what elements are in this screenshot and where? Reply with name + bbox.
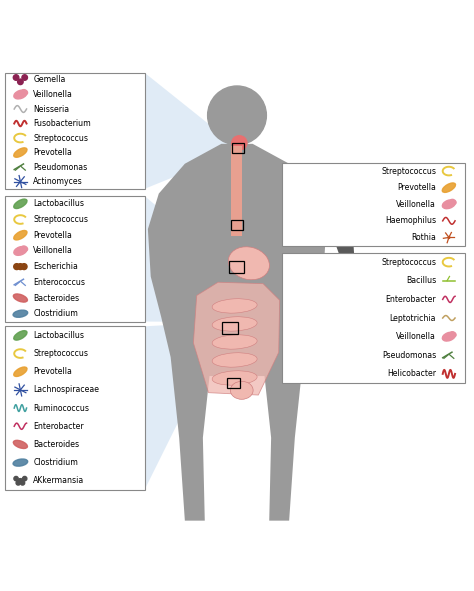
Ellipse shape bbox=[14, 367, 27, 376]
Polygon shape bbox=[243, 163, 282, 246]
Ellipse shape bbox=[442, 200, 456, 209]
Ellipse shape bbox=[14, 90, 27, 99]
FancyBboxPatch shape bbox=[282, 163, 465, 246]
Polygon shape bbox=[148, 144, 326, 521]
Ellipse shape bbox=[450, 332, 456, 337]
Text: Neisseria: Neisseria bbox=[33, 105, 69, 113]
Text: Gemella: Gemella bbox=[33, 76, 65, 85]
Circle shape bbox=[21, 264, 27, 269]
Polygon shape bbox=[244, 253, 282, 383]
Text: Lactobacillus: Lactobacillus bbox=[33, 331, 84, 340]
Text: Leptotrichia: Leptotrichia bbox=[390, 313, 436, 323]
Text: Streptococcus: Streptococcus bbox=[381, 258, 436, 267]
Ellipse shape bbox=[14, 331, 27, 340]
Ellipse shape bbox=[450, 199, 456, 204]
Ellipse shape bbox=[232, 136, 247, 150]
Polygon shape bbox=[145, 196, 222, 322]
Ellipse shape bbox=[13, 440, 27, 449]
Text: AKkermansia: AKkermansia bbox=[33, 476, 84, 485]
Circle shape bbox=[20, 480, 25, 485]
Text: Bacteroides: Bacteroides bbox=[33, 294, 79, 303]
Ellipse shape bbox=[13, 294, 27, 302]
Polygon shape bbox=[145, 73, 232, 189]
Circle shape bbox=[18, 264, 23, 269]
Ellipse shape bbox=[14, 148, 27, 157]
Polygon shape bbox=[193, 282, 280, 395]
Ellipse shape bbox=[14, 199, 27, 209]
FancyBboxPatch shape bbox=[5, 73, 145, 189]
Text: Streptococcus: Streptococcus bbox=[33, 215, 88, 224]
Text: Fusobacterium: Fusobacterium bbox=[33, 119, 91, 128]
Ellipse shape bbox=[13, 310, 27, 317]
FancyBboxPatch shape bbox=[231, 146, 242, 236]
Circle shape bbox=[14, 264, 19, 269]
Ellipse shape bbox=[230, 381, 253, 400]
Ellipse shape bbox=[212, 353, 257, 367]
Ellipse shape bbox=[442, 183, 456, 193]
Text: Lactobacillus: Lactobacillus bbox=[33, 199, 84, 208]
Circle shape bbox=[18, 79, 23, 85]
Circle shape bbox=[208, 86, 266, 145]
Ellipse shape bbox=[22, 246, 27, 251]
FancyBboxPatch shape bbox=[5, 196, 145, 322]
FancyBboxPatch shape bbox=[5, 326, 145, 490]
Text: Prevotella: Prevotella bbox=[33, 230, 72, 240]
Ellipse shape bbox=[22, 90, 27, 95]
Text: Ruminococcus: Ruminococcus bbox=[33, 404, 89, 413]
Circle shape bbox=[13, 74, 19, 80]
Text: Prevotella: Prevotella bbox=[33, 367, 72, 376]
Text: Prevotella: Prevotella bbox=[33, 148, 72, 157]
Text: Bacillus: Bacillus bbox=[406, 276, 436, 285]
Text: Rothia: Rothia bbox=[411, 233, 436, 242]
Polygon shape bbox=[145, 322, 222, 490]
Text: Enterococcus: Enterococcus bbox=[33, 278, 85, 287]
Ellipse shape bbox=[14, 230, 27, 240]
FancyBboxPatch shape bbox=[282, 253, 465, 383]
Polygon shape bbox=[315, 187, 356, 324]
Text: Bacteroides: Bacteroides bbox=[33, 440, 79, 449]
Ellipse shape bbox=[228, 247, 269, 280]
Ellipse shape bbox=[212, 298, 257, 313]
Text: Escherichia: Escherichia bbox=[33, 262, 78, 271]
Text: Clostridium: Clostridium bbox=[33, 458, 78, 467]
Ellipse shape bbox=[442, 332, 456, 341]
Text: Helicobacter: Helicobacter bbox=[387, 369, 436, 378]
Text: Lachnospiraceae: Lachnospiraceae bbox=[33, 385, 99, 394]
Ellipse shape bbox=[212, 335, 257, 349]
Circle shape bbox=[22, 74, 27, 80]
Ellipse shape bbox=[212, 371, 257, 385]
Text: Prevotella: Prevotella bbox=[397, 183, 436, 192]
Text: Streptococcus: Streptococcus bbox=[381, 167, 436, 176]
Text: Streptococcus: Streptococcus bbox=[33, 349, 88, 358]
Ellipse shape bbox=[212, 317, 257, 331]
Circle shape bbox=[23, 476, 27, 480]
Text: Veillonella: Veillonella bbox=[396, 200, 436, 209]
Circle shape bbox=[16, 480, 20, 485]
Text: Veillonella: Veillonella bbox=[33, 246, 73, 255]
Ellipse shape bbox=[13, 459, 27, 466]
Text: Clostridium: Clostridium bbox=[33, 309, 78, 318]
Text: Pseudomonas: Pseudomonas bbox=[33, 163, 87, 171]
Text: Veillonella: Veillonella bbox=[33, 90, 73, 99]
Text: Haemophilus: Haemophilus bbox=[385, 216, 436, 225]
Text: Pseudomonas: Pseudomonas bbox=[382, 350, 436, 360]
Text: Actinomyces: Actinomyces bbox=[33, 177, 83, 186]
Circle shape bbox=[14, 476, 18, 480]
Text: Veillonella: Veillonella bbox=[396, 332, 436, 341]
Text: Streptococcus: Streptococcus bbox=[33, 134, 88, 142]
Text: Enterobacter: Enterobacter bbox=[385, 295, 436, 304]
Circle shape bbox=[18, 479, 23, 483]
Text: Enterobacter: Enterobacter bbox=[33, 422, 84, 431]
Ellipse shape bbox=[14, 246, 27, 255]
